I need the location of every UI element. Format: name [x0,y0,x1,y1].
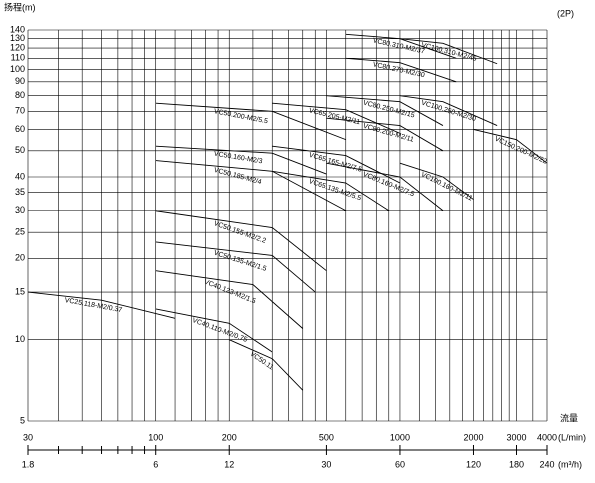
curve-label: VC80.270-M2/30 [372,61,425,79]
y-tick-label: 50 [15,145,25,155]
x2-tick-label: 1.8 [22,459,35,469]
y-tick-label: 80 [15,90,25,100]
curve [155,241,316,293]
curve [229,339,304,391]
x-unit: (L/min) [558,432,586,442]
curve [326,95,444,126]
curve [155,270,304,329]
curve-label: VC50.135-M2/1.5 [213,250,268,273]
x2-tick-label: 12 [224,459,234,469]
curve-label: VC65.205-M2/11 [308,107,361,126]
x2-tick-label: 60 [395,459,405,469]
y-tick-label: 20 [15,253,25,263]
curve [399,38,498,65]
x2-unit: (m³/h) [558,459,582,469]
chart-subtitle: (2P) [557,8,574,18]
curve-label: VC100.160-M2/11 [420,171,474,202]
x2-tick-label: 6 [153,459,158,469]
y-tick-label: 130 [10,33,25,43]
y-tick-label: 110 [11,53,25,63]
y-tick-label: 60 [15,124,25,134]
y-tick-label: 10 [15,334,25,344]
x-label: 流量 [560,412,578,423]
y-tick-label: 30 [15,205,25,215]
curve [155,145,327,175]
curve [326,162,444,212]
curve-label: VC65.135-M2/5.5 [308,178,362,202]
x2-tick-label: 240 [539,459,554,469]
chart-title: 扬程(m) [4,1,36,12]
x-tick-label: 3000 [506,432,526,442]
x2-tick-label: 30 [321,459,331,469]
x-tick-label: 4000 [537,432,557,442]
curve-label: VC50.160-M2/3 [213,151,263,166]
y-tick-label: 5 [20,415,25,425]
curve [326,117,444,152]
y-tick-label: 25 [15,227,25,237]
curve [399,162,474,200]
curve [345,57,457,83]
curve [155,102,346,141]
curve [345,33,457,59]
curve [272,170,390,212]
x-tick-label: 2000 [463,432,483,442]
y-tick-label: 120 [10,42,25,52]
y-tick-label: 40 [15,171,25,181]
y-tick-label: 15 [15,286,25,296]
y-tick-label: 90 [15,76,25,86]
x-tick-label: 200 [222,432,237,442]
x-tick-label: 100 [148,432,163,442]
y-tick-label: 70 [15,106,25,116]
y-tick-label: 35 [15,187,25,197]
x2-tick-label: 120 [466,459,481,469]
curve [473,128,548,164]
curve [155,210,327,272]
curve [155,308,273,353]
x-tick-label: 500 [319,432,334,442]
curve [27,291,176,319]
y-tick-label: 100 [10,64,25,74]
curve [399,95,498,126]
curve-label: VC50.155-M2/2.2 [213,220,267,245]
curve [155,160,346,212]
curve [272,102,401,134]
x2-tick-label: 180 [509,459,524,469]
curve-label: VC80.200-M2/11 [362,123,414,144]
y-tick-label: 140 [10,24,25,34]
x-tick-label: 1000 [390,432,410,442]
x-tick-label: 30 [23,432,33,442]
